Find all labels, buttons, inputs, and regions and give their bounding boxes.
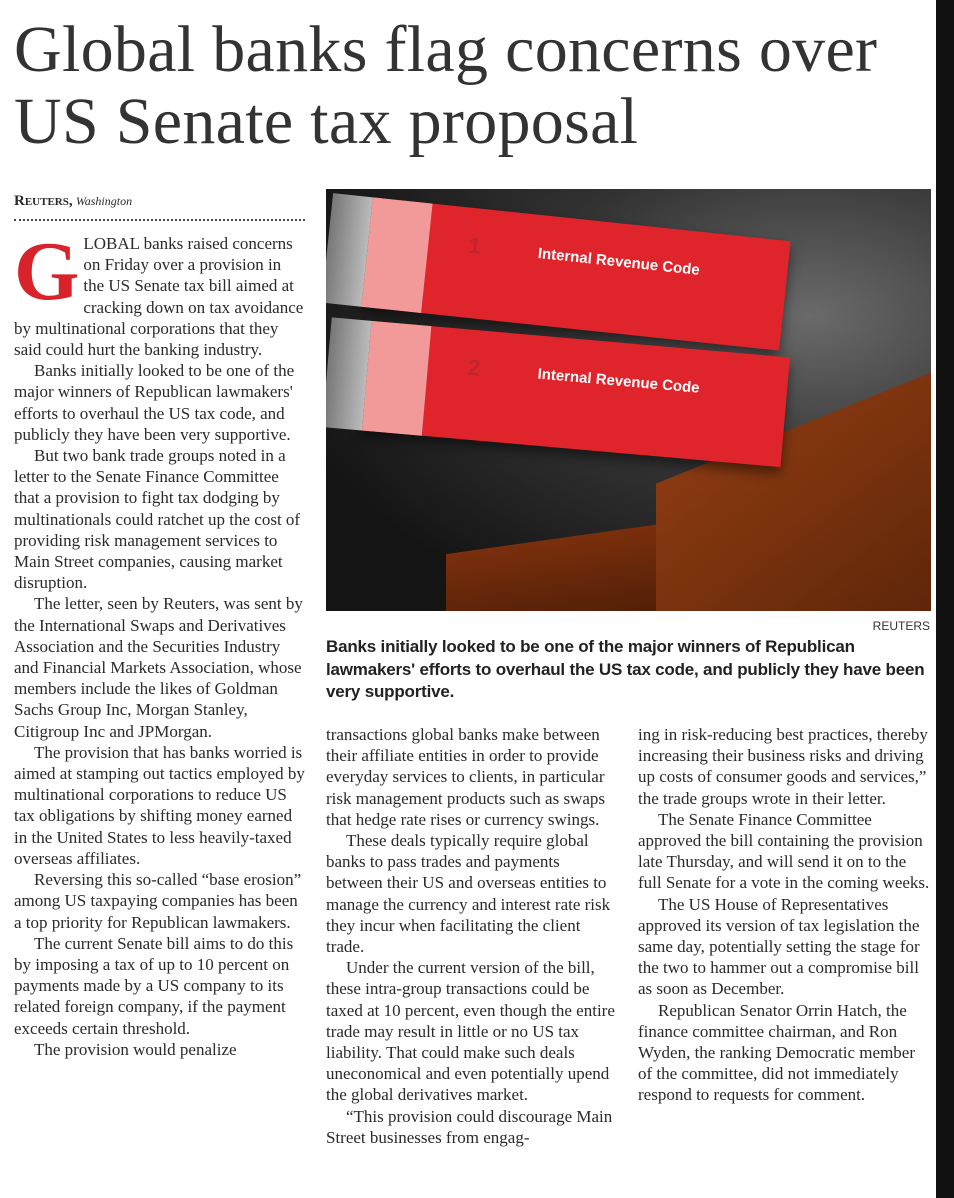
column-3: ing in risk-reducing best practices, the…: [638, 724, 932, 1106]
paragraph: transactions global banks make between t…: [326, 725, 606, 829]
book-title: Internal Revenue Code: [537, 244, 701, 279]
photo-credit: REUTERS: [872, 619, 930, 633]
paragraph-text: LOBAL banks raised concerns on Friday ov…: [14, 234, 304, 360]
byline-agency: Reuters,: [14, 193, 73, 209]
paragraph: Under the current version of the bill, t…: [326, 958, 615, 1105]
article-photo: 1 Internal Revenue Code 2 Internal Reven…: [326, 189, 931, 611]
paragraph: “This provision could discourage Main St…: [326, 1106, 613, 1147]
paragraph: The US House of Representatives approved…: [638, 894, 920, 999]
book-number: 1: [467, 232, 482, 259]
column-1: G LOBAL banks raised concerns on Friday o…: [14, 225, 306, 1060]
byline-place: Washington: [75, 194, 133, 208]
book-title: Internal Revenue Code: [536, 365, 701, 397]
book-number: 2: [466, 354, 482, 381]
paragraph: The provision would penalize: [34, 1039, 237, 1059]
drop-cap: G: [14, 225, 80, 318]
paragraph: Reversing this so-called “base erosion” …: [14, 870, 302, 932]
paragraph: The current Senate bill aims to do this …: [14, 933, 294, 1038]
paragraph: The Senate Finance Committee approved th…: [638, 809, 930, 893]
paragraph: The letter, seen by Reuters, was sent by…: [14, 594, 303, 741]
photo-caption: Banks initially looked to be one of the …: [326, 637, 925, 701]
column-2: transactions global banks make between t…: [326, 724, 618, 1148]
dotted-divider: [14, 219, 305, 221]
paragraph: Republican Senator Orrin Hatch, the fina…: [638, 1000, 916, 1105]
paragraph: G LOBAL banks raised concerns on Friday o…: [14, 225, 306, 360]
paragraph: Banks initially looked to be one of the …: [14, 361, 295, 444]
byline: Reuters, Washington: [14, 193, 132, 210]
paragraph: But two bank trade groups noted in a let…: [14, 446, 301, 593]
paragraph: ing in risk-reducing best practices, the…: [638, 725, 928, 808]
headline: Global banks flag concerns over US Senat…: [14, 13, 878, 158]
page-edge: [936, 0, 954, 1198]
paragraph: The provision that has banks worried is …: [14, 742, 305, 868]
paragraph: These deals typically require global ban…: [326, 831, 611, 957]
